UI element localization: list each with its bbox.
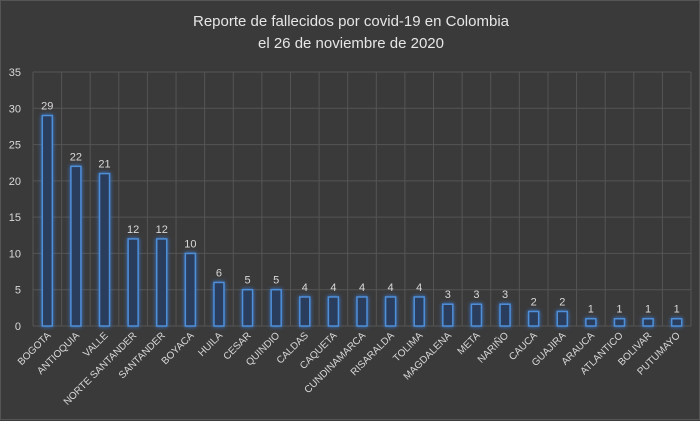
x-tick-label: NARIÑO — [474, 329, 511, 366]
bar — [41, 114, 54, 327]
x-tick-label: META — [456, 330, 483, 357]
data-label: 22 — [70, 151, 82, 163]
bar — [384, 296, 397, 327]
bar — [642, 317, 654, 327]
bar — [356, 296, 368, 327]
bar — [670, 317, 683, 327]
bar — [127, 238, 139, 327]
data-label: 6 — [216, 267, 222, 279]
data-label: 4 — [330, 282, 336, 294]
bar — [299, 296, 311, 327]
data-label: 1 — [645, 304, 651, 316]
data-label: 2 — [559, 296, 565, 308]
bar — [613, 317, 626, 327]
bar — [241, 288, 254, 327]
y-tick-label: 35 — [9, 67, 21, 79]
bar — [527, 310, 540, 327]
data-label: 1 — [588, 304, 594, 316]
bar — [556, 310, 569, 327]
data-label: 4 — [359, 282, 365, 294]
y-tick-label: 5 — [15, 285, 21, 297]
bar — [213, 281, 225, 327]
data-label: 5 — [273, 275, 279, 287]
y-tick-label: 0 — [15, 321, 21, 333]
chart-title-line-1: Reporte de fallecidos por covid-19 en Co… — [192, 13, 509, 30]
bar — [499, 303, 511, 327]
bar — [70, 165, 82, 327]
data-label: 3 — [473, 289, 479, 301]
bar — [155, 238, 168, 327]
bar — [98, 172, 111, 327]
data-label: 21 — [98, 159, 110, 171]
data-label: 4 — [388, 282, 394, 294]
bar — [184, 252, 197, 327]
bar — [585, 317, 597, 327]
bar — [413, 296, 425, 327]
y-tick-label: 20 — [9, 176, 21, 188]
data-label: 1 — [674, 304, 680, 316]
data-label: 3 — [502, 289, 508, 301]
bar — [470, 303, 483, 327]
y-tick-label: 15 — [9, 212, 21, 224]
data-label: 29 — [41, 101, 53, 113]
chart-title-line-2: el 26 de noviembre de 2020 — [258, 35, 444, 52]
data-label: 4 — [302, 282, 308, 294]
data-label: 12 — [127, 224, 139, 236]
data-label: 1 — [616, 304, 622, 316]
data-label: 5 — [245, 275, 251, 287]
data-label: 3 — [445, 289, 451, 301]
y-tick-label: 25 — [9, 140, 21, 152]
data-label: 12 — [156, 224, 168, 236]
y-tick-label: 10 — [9, 248, 21, 260]
data-label: 4 — [416, 282, 422, 294]
bar — [270, 288, 282, 327]
bar — [442, 303, 454, 327]
bar — [327, 296, 340, 327]
data-label: 2 — [531, 296, 537, 308]
data-label: 10 — [184, 238, 196, 250]
y-tick-label: 30 — [9, 103, 21, 115]
